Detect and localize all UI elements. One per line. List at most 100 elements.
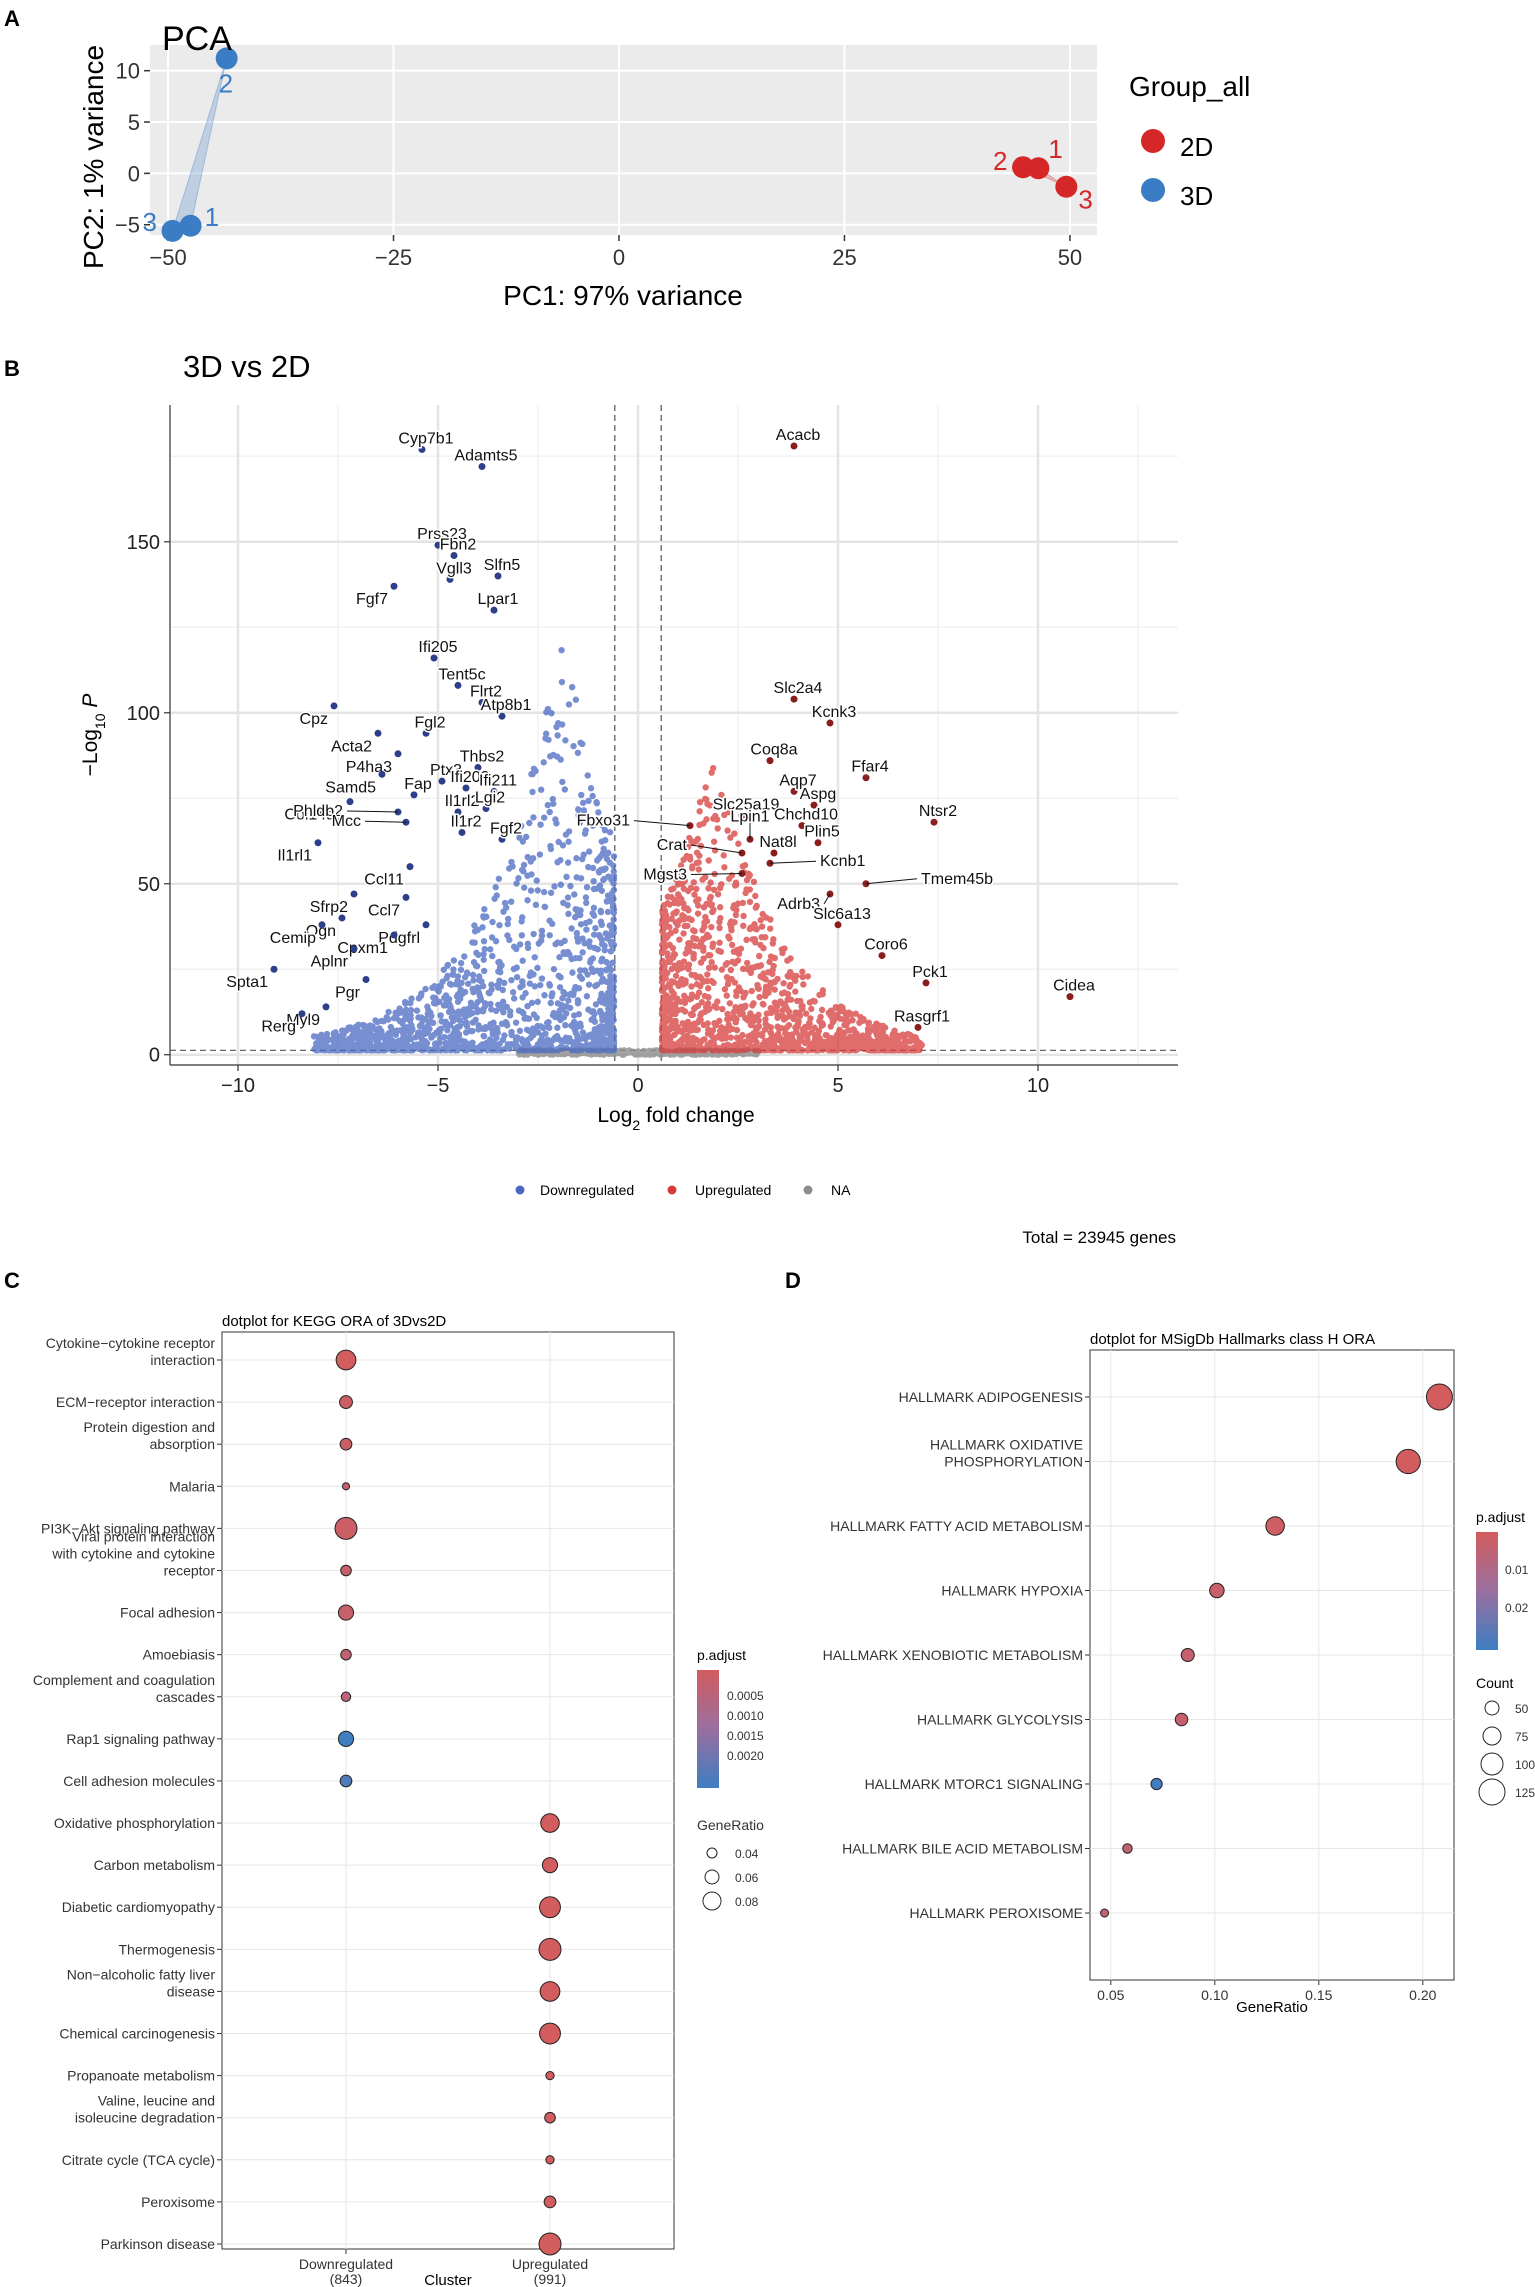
volcano-gene-point [790, 787, 798, 795]
kegg-dot [539, 1896, 561, 1919]
volcano-gene-point [394, 750, 402, 758]
volcano-gene-label: Tent5c [438, 666, 485, 683]
kegg-dot [337, 1604, 355, 1621]
hallmark-x-tick-label: 0.05 [1097, 1987, 1124, 2003]
volcano-gene-point [810, 801, 818, 809]
volcano-gene-point [462, 784, 470, 792]
kegg-term-label: Rap1 signaling pathway [66, 1731, 215, 1747]
volcano-gene-point [418, 445, 426, 453]
hallmark-x-axis-label: GeneRatio [1236, 1999, 1308, 2016]
volcano-y-tick-label: 50 [138, 874, 160, 896]
pca-title: PCA [162, 20, 232, 58]
volcano-gene-label: Fbxo31 [577, 813, 630, 830]
pca-y-tick-label: 10 [116, 59, 140, 84]
volcano-gene-point [350, 945, 358, 953]
pca-y-tick-label: 0 [128, 161, 140, 186]
volcano-gene-point [770, 849, 778, 857]
volcano-gene-label: Il1rl1 [277, 848, 312, 865]
volcano-gene-label: Aqp7 [779, 772, 816, 789]
hallmark-term-label: HALLMARK ADIPOGENESIS [899, 1389, 1083, 1405]
volcano-gene-point [374, 729, 382, 737]
hallmark-size-legend-key [1480, 1752, 1504, 1776]
pca-legend-label-3d: 3D [1180, 181, 1213, 211]
volcano-gene-point [790, 442, 798, 450]
volcano-y-axis-label-p: P [79, 694, 102, 714]
kegg-size-legend-title: GeneRatio [697, 1817, 764, 1833]
panel-label-d: D [785, 1268, 801, 1293]
volcano-gene-point [930, 818, 938, 826]
volcano-gene-point [914, 1023, 922, 1031]
kegg-dot [337, 1730, 355, 1747]
kegg-dot [339, 1774, 353, 1788]
volcano-gene-point [922, 979, 930, 987]
kegg-x-tick-count: (991) [534, 2271, 567, 2287]
volcano-gene-label: Cpxm1 [337, 940, 388, 957]
volcano-gene-label: Atp8b1 [481, 697, 532, 714]
hallmark-size-legend-tick: 75 [1515, 1730, 1529, 1744]
hallmark-size-legend-tick: 125 [1515, 1786, 1535, 1800]
hallmark-size-legend-title: Count [1476, 1675, 1513, 1691]
volcano-gene-point [314, 839, 322, 847]
volcano-label-connector [823, 893, 831, 905]
kegg-term-label: Valine, leucine and [98, 2093, 215, 2109]
volcano-gene-label: Spta1 [226, 974, 268, 991]
volcano-gene-point [446, 575, 454, 583]
hallmark-title: dotplot for MSigDb Hallmarks class H ORA [1090, 1331, 1375, 1348]
kegg-x-axis-label: Cluster [424, 2272, 472, 2287]
volcano-gene-point [330, 702, 338, 710]
pca-legend-key-2d [1141, 129, 1165, 153]
kegg-color-legend-bar [697, 1670, 719, 1788]
volcano-gene-point [410, 791, 418, 799]
volcano-gene-label: Kcnb1 [820, 853, 865, 870]
volcano-gene-label: Acta2 [331, 738, 372, 755]
volcano-legend-key-na [803, 1185, 813, 1195]
hallmark-color-legend-tick: 0.02 [1505, 1601, 1529, 1615]
volcano-gene-point [390, 931, 398, 939]
volcano-gene-label: Flrt2 [470, 684, 502, 701]
kegg-title: dotplot for KEGG ORA of 3Dvs2D [222, 1313, 446, 1330]
pca-point-label: 1 [205, 202, 219, 232]
kegg-size-legend-tick: 0.08 [735, 1895, 759, 1909]
volcano-y-tick-label: 150 [127, 532, 160, 554]
hallmark-term-label: HALLMARK BILE ACID METABOLISM [842, 1841, 1083, 1857]
volcano-gene-label: Ntsr2 [919, 803, 957, 820]
volcano-gene-point [434, 541, 442, 549]
kegg-dot [334, 1516, 358, 1540]
volcano-gene-point [338, 914, 346, 922]
pca-legend-title: Group_all [1129, 71, 1250, 102]
volcano-gene-label: Fgl2 [414, 714, 445, 731]
volcano-gene-label: Nat8l [759, 834, 796, 851]
volcano-gene-label: Thbs2 [460, 748, 505, 765]
volcano-downregulated-points [310, 646, 618, 1054]
kegg-dot [340, 1564, 352, 1577]
kegg-term-label: Chemical carcinogenesis [59, 2026, 215, 2042]
volcano-gene-point [834, 921, 842, 929]
volcano-gene-label: Kcnk3 [812, 704, 857, 721]
volcano-gene-point [350, 890, 358, 898]
panel-label-a: A [4, 6, 20, 31]
volcano-label-connector [633, 820, 691, 827]
kegg-size-legend-key [702, 1891, 722, 1911]
kegg-size-legend-tick: 0.04 [735, 1847, 759, 1861]
pca-point-3D-1 [179, 214, 202, 237]
volcano-gene-point [346, 798, 354, 806]
pca-point-label: 3 [1078, 185, 1092, 215]
volcano-gene-label: Il1rl2 [445, 793, 480, 810]
hallmark-term-label: PHOSPHORYLATION [944, 1454, 1083, 1470]
pca-legend-label-2d: 2D [1180, 132, 1213, 162]
volcano-gene-label: Slc2a4 [774, 680, 823, 697]
hallmark-dot [1180, 1647, 1195, 1663]
kegg-term-label: Amoebiasis [143, 1647, 215, 1663]
volcano-gene-label: Ffar4 [851, 759, 888, 776]
kegg-dot [339, 1437, 353, 1451]
volcano-gene-label: Cpz [300, 711, 328, 728]
volcano-x-axis-label-prefix: Log [597, 1104, 632, 1127]
kegg-dot [335, 1349, 357, 1371]
pca-x-tick-label: 0 [613, 245, 625, 270]
volcano-gene-label: Il1r2 [450, 813, 481, 830]
hallmark-color-legend-title: p.adjust [1476, 1509, 1525, 1525]
volcano-gene-label: Fgf2 [490, 820, 522, 837]
